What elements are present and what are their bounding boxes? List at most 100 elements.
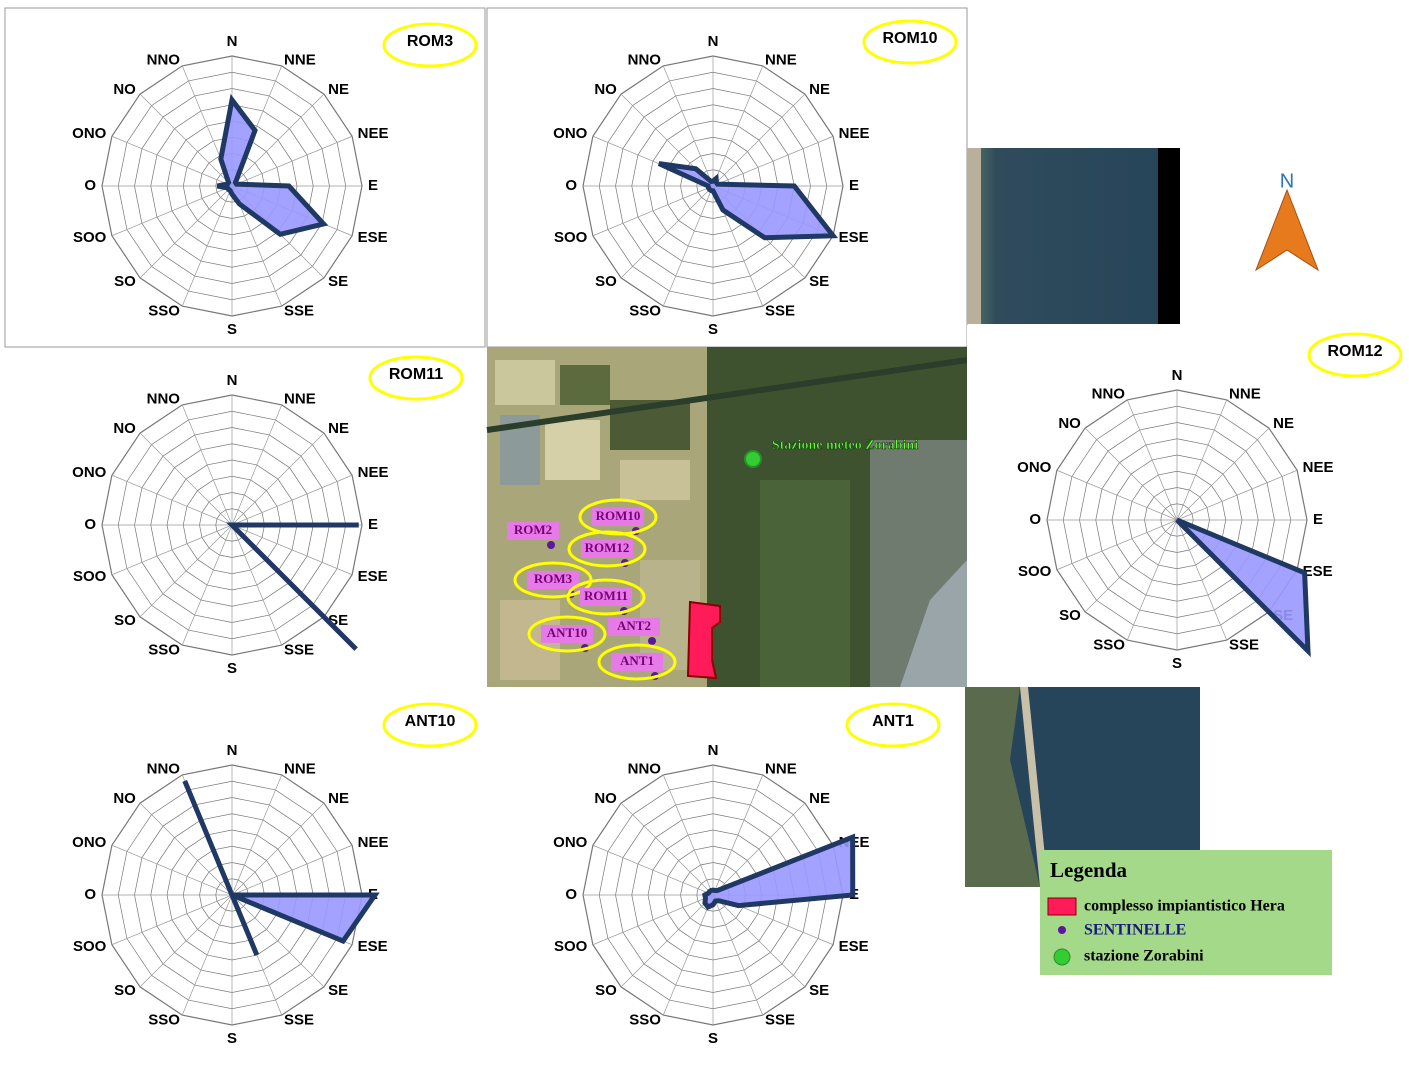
category-label: SOO	[73, 938, 107, 955]
wind-area	[702, 833, 856, 911]
spoke	[712, 93, 806, 187]
highlight-ring	[527, 615, 607, 653]
category-label: SSE	[284, 303, 314, 320]
spoke	[1126, 519, 1178, 641]
spoke	[231, 802, 325, 896]
category-label: NO	[113, 81, 136, 98]
point-label: ROM10	[596, 508, 641, 523]
spoke	[139, 93, 233, 187]
legend-title: Legenda	[1050, 858, 1128, 882]
category-label: SO	[1059, 607, 1081, 624]
category-label: NNO	[628, 760, 662, 777]
category-label: N	[227, 372, 238, 389]
point-label: ROM11	[584, 588, 628, 603]
category-label: NEE	[358, 834, 389, 851]
category-label: ONO	[72, 464, 107, 481]
category-label: ONO	[553, 125, 588, 142]
category-label: SO	[595, 982, 617, 999]
category-label: SSO	[148, 303, 180, 320]
category-label: SO	[595, 273, 617, 290]
spoke	[111, 844, 233, 896]
wind-area	[216, 93, 329, 237]
spoke	[1176, 469, 1298, 521]
title-ring	[382, 22, 478, 68]
category-label: N	[1172, 367, 1183, 384]
category-label: O	[84, 516, 96, 533]
category-label: NNE	[284, 760, 316, 777]
legend-swatch	[1053, 948, 1071, 966]
category-label: ONO	[72, 834, 107, 851]
category-label: SSO	[629, 1012, 661, 1029]
chart-title: ANT1	[872, 713, 914, 730]
title-ring	[845, 702, 941, 748]
sea-image: N	[967, 148, 1342, 324]
spoke	[231, 135, 353, 187]
category-label: S	[227, 321, 237, 338]
spoke	[712, 894, 764, 1016]
category-label: SO	[114, 982, 136, 999]
chart-title: ROM12	[1327, 343, 1382, 360]
category-label: NNE	[765, 51, 797, 68]
sentinel-dot	[648, 637, 656, 645]
category-label: NNO	[147, 760, 181, 777]
category-label: ONO	[553, 834, 588, 851]
legend-swatch	[1058, 926, 1066, 934]
chart-title: ROM3	[407, 33, 453, 50]
category-label: NEE	[358, 125, 389, 142]
category-label: NNO	[628, 51, 662, 68]
category-label: ONO	[72, 125, 107, 142]
category-label: S	[227, 660, 237, 677]
spoke	[111, 135, 233, 187]
point-label-bg	[527, 571, 579, 589]
spoke	[662, 774, 714, 896]
category-label: SOO	[73, 568, 107, 585]
category-label: NO	[113, 790, 136, 807]
category-label: NEE	[358, 464, 389, 481]
category-label: NNE	[1229, 385, 1261, 402]
category-label: ESE	[358, 568, 388, 585]
spoke	[712, 774, 764, 896]
spoke	[231, 404, 283, 526]
category-label: E	[1313, 511, 1323, 528]
legend-swatch	[1047, 897, 1077, 916]
spoke	[111, 894, 233, 946]
spoke	[592, 185, 714, 237]
point-label-bg	[580, 588, 632, 606]
category-label: SSO	[629, 303, 661, 320]
category-label: SSO	[1093, 637, 1125, 654]
category-label: SSO	[148, 1012, 180, 1029]
spoke	[231, 93, 325, 187]
point-label-bg	[608, 618, 660, 636]
spoke	[181, 524, 233, 646]
category-label: SSE	[284, 1012, 314, 1029]
spoke	[592, 894, 714, 946]
spoke	[1176, 519, 1228, 641]
category-label: NNE	[284, 390, 316, 407]
category-label: N	[227, 33, 238, 50]
category-label: O	[565, 886, 577, 903]
spoke	[662, 894, 714, 1016]
chart-title: ANT10	[405, 713, 456, 730]
category-label: NE	[328, 420, 349, 437]
point-label: ROM12	[585, 540, 630, 555]
category-label: SSE	[1229, 637, 1259, 654]
category-label: NNE	[765, 760, 797, 777]
spoke	[662, 65, 714, 187]
station-label: Stazione meteo Zorabini	[772, 438, 918, 453]
spoke	[111, 474, 233, 526]
category-label: SO	[114, 612, 136, 629]
legend-item: SENTINELLE	[1084, 922, 1186, 939]
category-label: SSE	[765, 303, 795, 320]
category-label: ESE	[839, 938, 869, 955]
title-ring	[382, 702, 478, 748]
point-label-bg	[507, 522, 559, 540]
point-label-bg	[541, 625, 593, 643]
spoke	[231, 432, 325, 526]
spoke	[181, 404, 233, 526]
title-ring	[1307, 332, 1403, 378]
spoke	[181, 894, 233, 1016]
charts: NNNENENEEEESESESSESSSOSOSOOOONONONNOROM3…	[72, 19, 1403, 1047]
spoke	[231, 524, 283, 646]
spoke	[231, 474, 353, 526]
satellite-map: Stazione meteo Zorabini	[486, 347, 968, 687]
